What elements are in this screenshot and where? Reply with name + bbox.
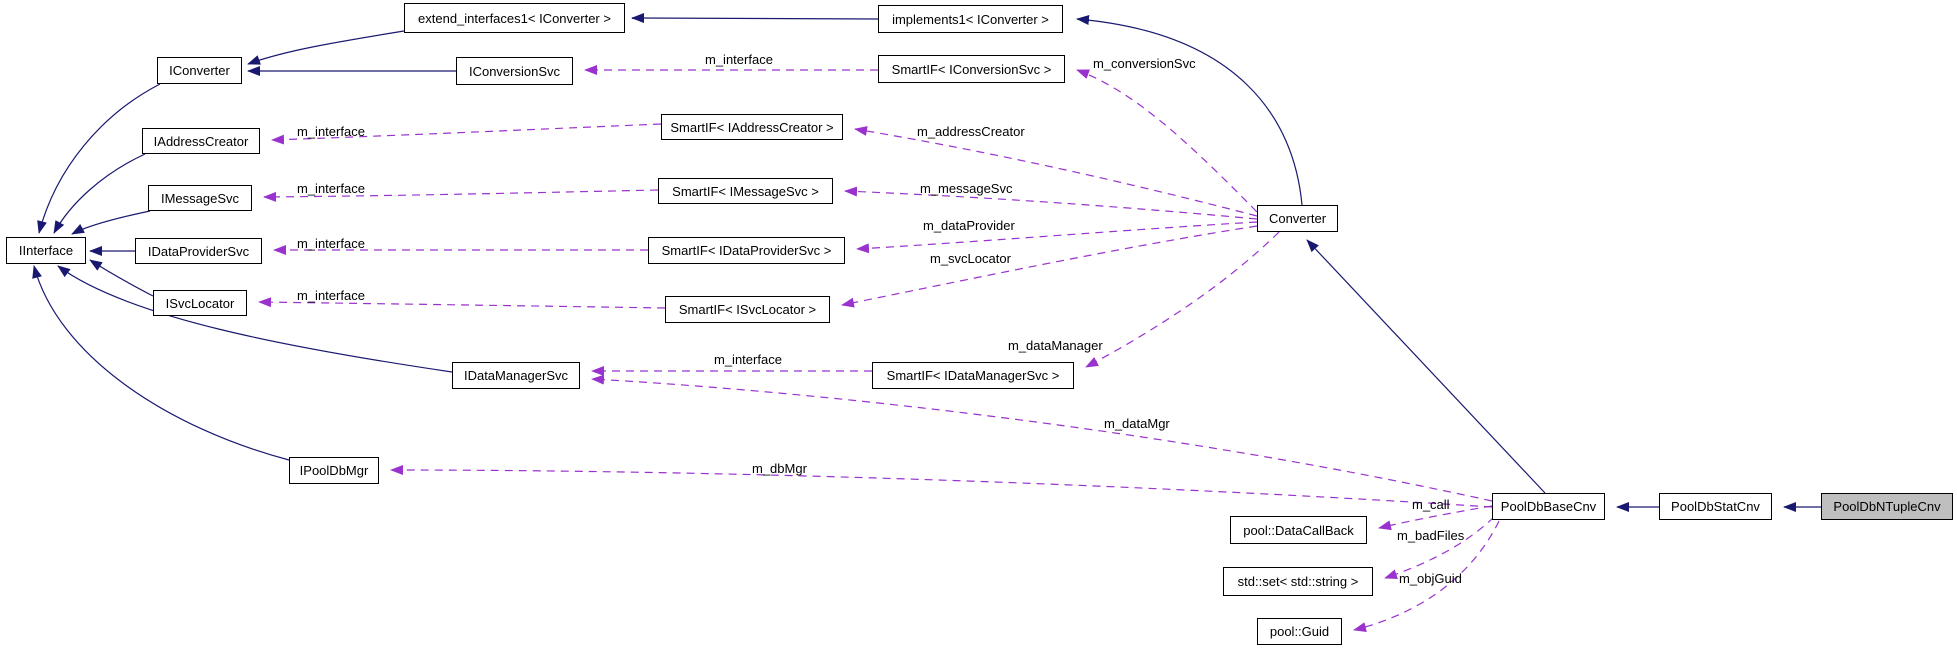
edge-extend-interfaces1-to-iconverter (247, 30, 405, 65)
node-smartif-iaddresscreator[interactable]: SmartIF< IAddressCreator > (661, 114, 843, 140)
node-pooldbbasecnv[interactable]: PoolDbBaseCnv (1492, 493, 1605, 520)
edge-label-m-call: m_call (1412, 497, 1450, 512)
edge-pooldbbasecnv-to-idatamanagersvc (591, 374, 1493, 502)
edge-smartif-isvclocator-to-isvclocator (258, 297, 666, 309)
edge-label-m-messagesvc: m_messageSvc (920, 181, 1013, 196)
node-ipooldbmgr[interactable]: IPoolDbMgr (289, 457, 379, 484)
node-converter[interactable]: Converter (1257, 205, 1338, 232)
edge-label-m-interface-addresscreator: m_interface (297, 124, 365, 139)
edge-converter-to-smartif-iaddresscreator (854, 126, 1258, 217)
edge-isvclocator-to-iinterface (89, 259, 154, 297)
edge-label-m-datamgr: m_dataMgr (1104, 416, 1170, 431)
edge-label-m-interface-svclocator: m_interface (297, 288, 365, 303)
node-idataprovidersvc[interactable]: IDataProviderSvc (135, 238, 262, 264)
edge-converter-to-smartif-iconversionsvc (1076, 69, 1258, 213)
node-smartif-idataprovidersvc[interactable]: SmartIF< IDataProviderSvc > (648, 237, 845, 264)
edge-idatamanagersvc-to-iinterface (57, 265, 453, 373)
edge-iaddresscreator-to-iinterface (53, 153, 146, 234)
node-pooldbntuplecnv[interactable]: PoolDbNTupleCnv (1821, 493, 1953, 520)
edge-label-m-datamanager: m_dataManager (1008, 338, 1103, 353)
edge-label-m-addresscreator: m_addressCreator (917, 124, 1025, 139)
edge-converter-to-smartif-isvclocator (841, 225, 1258, 308)
edge-pooldbbasecnv-to-pool-guid (1353, 520, 1500, 632)
edge-pooldbbasecnv-to-pool-datacallback (1378, 505, 1493, 531)
node-imessagesvc[interactable]: IMessageSvc (148, 185, 252, 211)
edge-label-m-badfiles: m_badFiles (1397, 528, 1465, 543)
edge-label-m-dbmgr: m_dbMgr (752, 461, 807, 476)
edge-pooldbbasecnv-to-converter (1306, 239, 1546, 494)
node-iconversionsvc[interactable]: IConversionSvc (456, 57, 573, 85)
edge-pooldbbasecnv-to-std-set-string (1384, 516, 1495, 579)
edge-label-m-dataprovider: m_dataProvider (923, 218, 1015, 233)
edge-imessagesvc-to-iinterface (71, 210, 151, 235)
node-implements1[interactable]: implements1< IConverter > (878, 5, 1063, 33)
node-smartif-idatamanagersvc[interactable]: SmartIF< IDataManagerSvc > (872, 362, 1074, 389)
node-iaddresscreator[interactable]: IAddressCreator (142, 128, 260, 154)
edge-smartif-imessagesvc-to-imessagesvc (263, 189, 659, 202)
edge-label-m-interface-dataprovidersvc: m_interface (297, 236, 365, 251)
edge-implements1-to-extend-interfaces1 (631, 13, 879, 24)
node-iconverter[interactable]: IConverter (157, 57, 242, 84)
edge-label-m-interface-messagesvc: m_interface (297, 181, 365, 196)
node-pool-datacallback[interactable]: pool::DataCallBack (1230, 516, 1367, 544)
node-isvclocator[interactable]: ISvcLocator (153, 290, 247, 316)
node-smartif-iconversionsvc[interactable]: SmartIF< IConversionSvc > (878, 55, 1065, 83)
edge-label-m-objguid: m_objGuid (1399, 571, 1462, 586)
edge-label-m-svclocator: m_svcLocator (930, 251, 1011, 266)
edge-converter-to-smartif-idatamanagersvc (1085, 231, 1280, 368)
node-smartif-isvclocator[interactable]: SmartIF< ISvcLocator > (665, 296, 830, 323)
node-extend-interfaces1[interactable]: extend_interfaces1< IConverter > (404, 3, 625, 33)
edge-label-m-conversionsvc: m_conversionSvc (1093, 56, 1196, 71)
edge-smartif-iaddresscreator-to-iaddresscreator (271, 123, 662, 145)
edge-label-m-interface-datamanagersvc: m_interface (714, 352, 782, 367)
node-smartif-imessagesvc[interactable]: SmartIF< IMessageSvc > (658, 178, 833, 204)
edge-label-m-interface-conversionsvc: m_interface (705, 52, 773, 67)
node-iinterface[interactable]: IInterface (6, 237, 86, 264)
node-idatamanagersvc[interactable]: IDataManagerSvc (452, 362, 580, 389)
edge-ipooldbmgr-to-iinterface (32, 265, 290, 461)
edge-converter-to-implements1 (1076, 15, 1303, 206)
edge-iconverter-to-iinterface (37, 83, 161, 234)
node-std-set-string[interactable]: std::set< std::string > (1223, 567, 1373, 596)
edge-pooldbbasecnv-to-ipooldbmgr (390, 465, 1493, 508)
node-pooldbstatcnv[interactable]: PoolDbStatCnv (1659, 493, 1772, 520)
edge-converter-to-smartif-imessagesvc (844, 186, 1258, 220)
edge-converter-to-smartif-idataprovidersvc (856, 221, 1258, 254)
node-pool-guid[interactable]: pool::Guid (1257, 618, 1342, 645)
